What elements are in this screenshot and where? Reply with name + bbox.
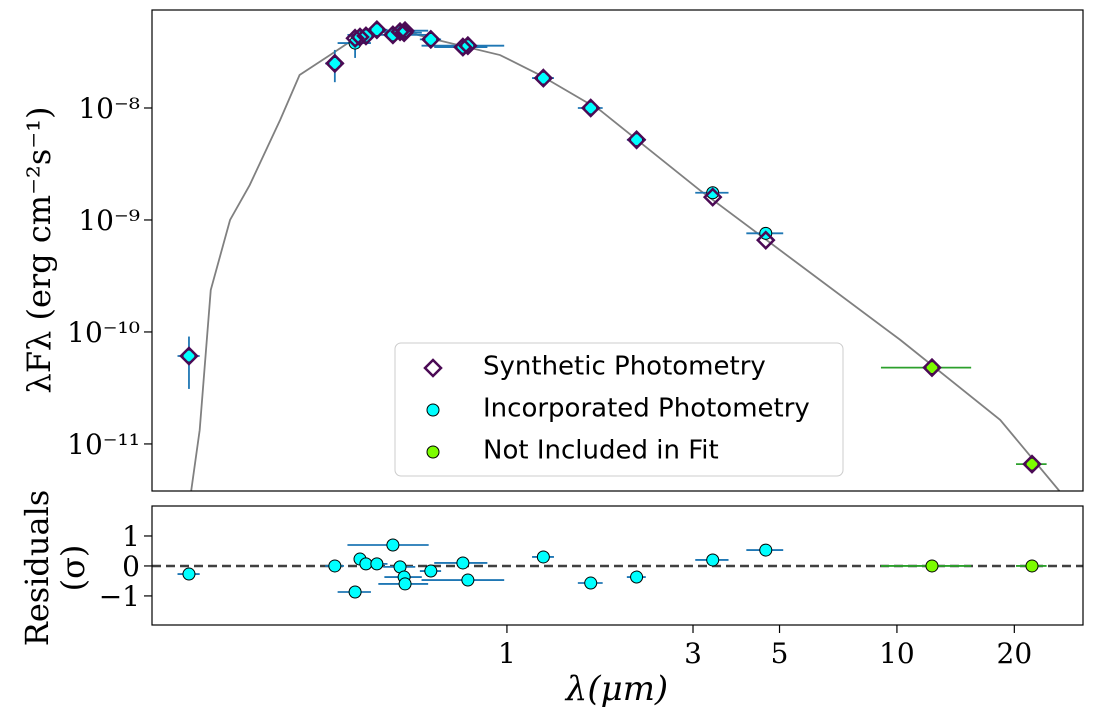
y-axis-label: λFλ (erg cm⁻²s⁻¹) <box>20 107 58 394</box>
synthetic-marker <box>580 98 601 118</box>
synthetic-marker <box>421 29 441 50</box>
y-tick-label: 0 <box>122 550 140 583</box>
photometry-marker <box>370 23 384 37</box>
synthetic-marker <box>345 28 365 48</box>
synthetic-marker <box>350 27 370 47</box>
y-tick-label: 1 <box>122 520 140 553</box>
y-tick-label: 10⁻¹¹ <box>67 428 140 461</box>
photometry-marker <box>359 557 373 571</box>
synthetic-marker <box>395 20 415 41</box>
photometry-marker <box>759 543 773 557</box>
legend-label: Not Included in Fit <box>483 436 719 466</box>
synthetic-marker <box>756 230 776 250</box>
photometry-marker <box>706 186 720 200</box>
legend-box <box>394 342 844 477</box>
legend-marker <box>426 445 440 459</box>
synthetic-marker <box>626 130 647 150</box>
photometry-marker <box>424 564 438 578</box>
photometry-marker <box>584 576 598 590</box>
photometry-marker <box>536 550 550 564</box>
x-axis-label: λ(μm) <box>564 669 668 709</box>
x-tick-label: 5 <box>771 637 789 670</box>
photometry-marker <box>1025 457 1039 471</box>
photometry-marker <box>706 553 720 567</box>
photometry-marker <box>584 101 598 115</box>
synthetic-marker <box>533 68 554 88</box>
photometry-marker <box>630 133 644 147</box>
y-tick-label: −1 <box>99 580 140 613</box>
synthetic-marker <box>702 187 723 207</box>
y-tick-label: 10⁻⁹ <box>78 204 140 237</box>
photometry-marker <box>328 56 342 70</box>
photometry-marker <box>461 573 475 587</box>
plot-area <box>177 19 1061 491</box>
photometry-marker <box>925 361 939 375</box>
y-tick-label: 10⁻¹⁰ <box>67 316 140 349</box>
photometry-marker <box>1025 559 1039 573</box>
plot-area <box>152 538 1083 599</box>
axes-frame <box>151 505 1084 626</box>
legend-label: Incorporated Photometry <box>483 394 810 424</box>
photometry-marker <box>630 570 644 584</box>
legend-marker <box>423 358 443 378</box>
synthetic-marker <box>179 346 199 366</box>
axes-frame <box>151 9 1084 492</box>
photometry-marker <box>370 557 384 571</box>
photometry-marker <box>398 577 412 591</box>
synthetic-marker <box>458 35 478 56</box>
synthetic-marker <box>1022 454 1042 474</box>
photometry-marker <box>386 538 400 552</box>
synthetic-marker <box>453 37 473 57</box>
photometry-marker <box>348 585 362 599</box>
x-tick-label: 1 <box>498 637 516 670</box>
photometry-marker <box>536 71 550 85</box>
photometry-marker <box>456 556 470 570</box>
synthetic-marker <box>922 357 942 378</box>
y-axis-label: (σ) <box>54 545 92 592</box>
residual-panel: 10−11 3 5 10 20 <box>99 520 1083 670</box>
x-tick-label: 20 <box>997 637 1033 670</box>
synthetic-marker <box>367 19 387 40</box>
y-axis-label: Residuals <box>18 490 56 647</box>
synthetic-marker <box>390 21 410 42</box>
legend-marker <box>426 403 440 417</box>
photometry-marker <box>925 559 939 573</box>
sed-panel: 10⁻⁸ 10⁻⁹ 10⁻¹⁰ 10⁻¹¹ <box>67 19 1061 491</box>
x-tick-label: 3 <box>684 637 702 670</box>
legend: Synthetic Photometry Incorporated Photom… <box>394 342 844 477</box>
y-tick-label: 10⁻⁸ <box>78 92 140 125</box>
photometry-marker <box>182 349 196 363</box>
photometry-marker <box>424 32 438 46</box>
legend-label: Synthetic Photometry <box>483 352 766 382</box>
photometry-marker <box>328 559 342 573</box>
x-tick-label: 10 <box>879 637 915 670</box>
synthetic-marker <box>325 53 345 74</box>
photometry-marker <box>182 567 196 581</box>
